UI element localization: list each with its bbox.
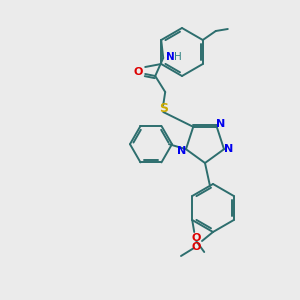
Text: O: O (134, 67, 143, 77)
Text: O: O (191, 242, 201, 252)
Text: H: H (174, 52, 182, 62)
Text: N: N (224, 144, 234, 154)
Text: S: S (159, 101, 168, 115)
Text: N: N (216, 119, 225, 129)
Text: N: N (166, 52, 175, 62)
Text: O: O (191, 233, 201, 243)
Text: N: N (177, 146, 187, 156)
